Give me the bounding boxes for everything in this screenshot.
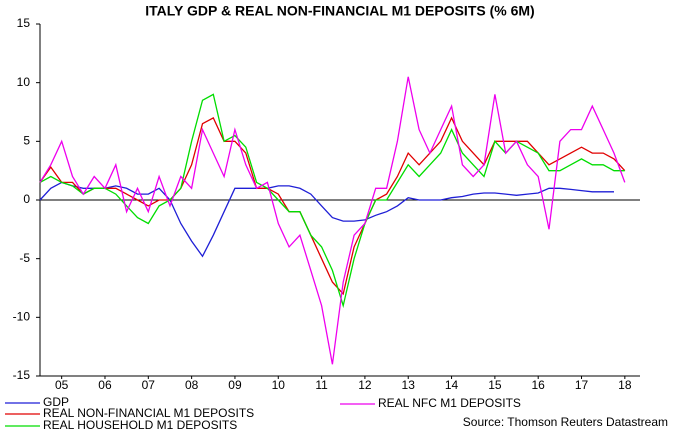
x-tick-label: 08 [185, 378, 199, 392]
y-tick-label: -10 [13, 310, 31, 324]
x-tick-label: 07 [142, 378, 156, 392]
y-tick-label: -5 [19, 251, 30, 265]
x-tick-label: 09 [228, 378, 242, 392]
x-tick-label: 13 [402, 378, 416, 392]
chart-title: ITALY GDP & REAL NON-FINANCIAL M1 DEPOSI… [145, 3, 534, 19]
y-tick-label: 10 [17, 75, 31, 89]
x-tick-label: 06 [98, 378, 112, 392]
x-tick-label: 05 [55, 378, 69, 392]
x-tick-label: 15 [488, 378, 502, 392]
source-note: Source: Thomson Reuters Datastream [463, 415, 668, 429]
x-tick-label: 17 [575, 378, 589, 392]
legend-label: REAL HOUSEHOLD M1 DEPOSITS [43, 418, 237, 432]
x-tick-label: 11 [315, 378, 328, 392]
series-line [39, 93, 625, 309]
y-tick-label: 0 [23, 192, 30, 206]
y-tick-label: 5 [23, 134, 30, 148]
series-line [39, 76, 626, 365]
legend-label: GDP [43, 395, 69, 409]
y-tick-label: -15 [13, 368, 31, 382]
legend-label: REAL NON-FINANCIAL M1 DEPOSITS [43, 406, 254, 420]
x-tick-label: 14 [445, 378, 459, 392]
legend-label: REAL NFC M1 DEPOSITS [378, 396, 521, 410]
x-tick-label: 16 [532, 378, 546, 392]
y-tick-label: 15 [17, 16, 31, 30]
series-line [39, 116, 626, 296]
x-tick-label: 12 [358, 378, 372, 392]
x-tick-label: 18 [618, 378, 632, 392]
x-tick-label: 10 [272, 378, 286, 392]
